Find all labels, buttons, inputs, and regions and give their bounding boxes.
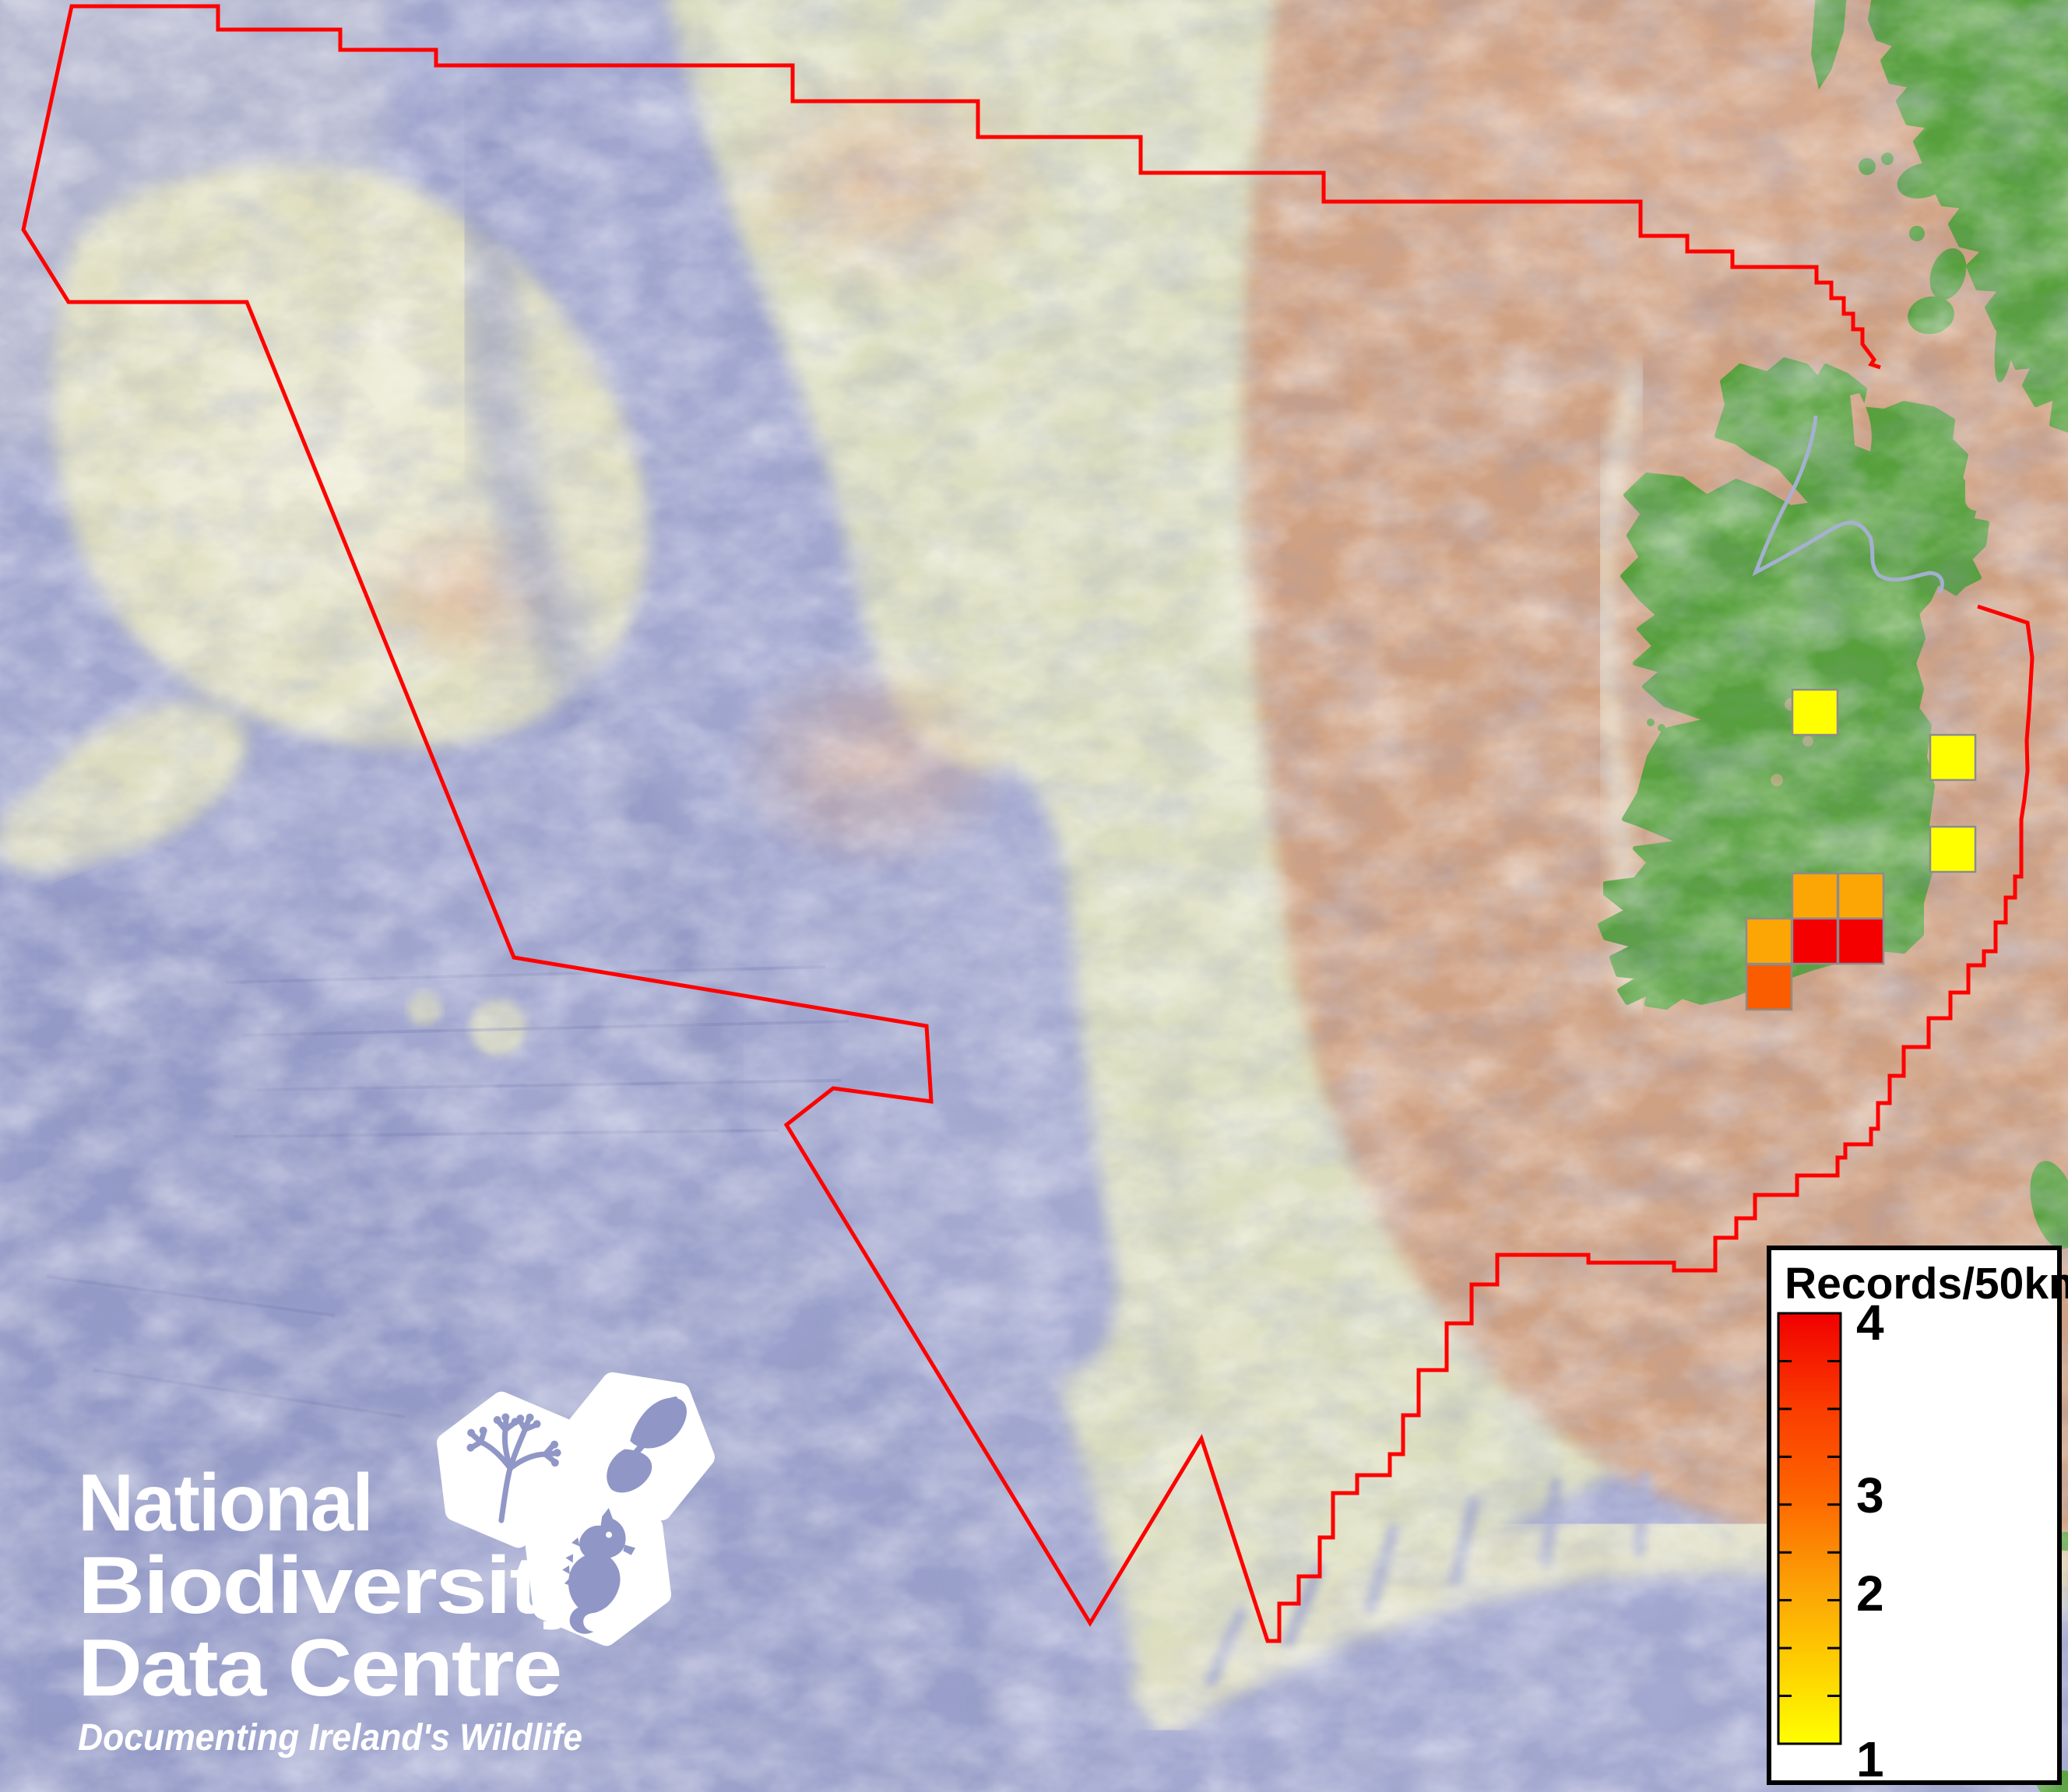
legend: Records/50km 4 3 2 1: [1767, 1246, 2068, 1787]
grid-cell-records-4: [1791, 917, 1839, 965]
logo-line1: National: [78, 1458, 372, 1548]
grid-cell-records-1: [1929, 733, 1977, 782]
legend-tick-marks: [1778, 1359, 1841, 1698]
umbel-dots: [466, 1413, 561, 1467]
legend-tick-labels: 4 3 2 1: [1856, 1295, 1884, 1787]
eez-boundary-line: [21, 4, 2035, 1643]
grid-cell-records-2: [1837, 872, 1885, 920]
grid-cell-records-1: [1929, 825, 1977, 873]
grid-cell-records-1: [1791, 688, 1839, 736]
legend-gradient-bar: [1777, 1312, 1842, 1745]
record-grid-cells: [1745, 688, 1977, 1011]
logo-line2: Biodiversity: [78, 1541, 590, 1631]
plant-umbel-icon: [437, 1391, 583, 1548]
legend-label-2: 2: [1856, 1565, 1884, 1622]
legend-label-4: 4: [1856, 1295, 1884, 1351]
logo-line3: Data Centre: [78, 1623, 561, 1713]
butterfly-icon: [559, 1372, 715, 1521]
grid-cell-records-2: [1745, 917, 1793, 965]
seahorse-icon: [525, 1489, 671, 1646]
ni-border-line: [1752, 415, 1944, 595]
legend-label-3: 3: [1856, 1467, 1884, 1523]
grid-cell-records-4: [1837, 917, 1885, 965]
legend-label-1: 1: [1856, 1731, 1884, 1787]
nbdc-logo: National Biodiversity Data Centre Docume…: [78, 1372, 715, 1759]
grid-cell-records-2: [1791, 872, 1839, 920]
legend-title: Records/50km: [1785, 1259, 2068, 1309]
grid-cell-records-3: [1745, 963, 1793, 1011]
logo-tagline: Documenting Ireland's Wildlife: [78, 1717, 582, 1759]
